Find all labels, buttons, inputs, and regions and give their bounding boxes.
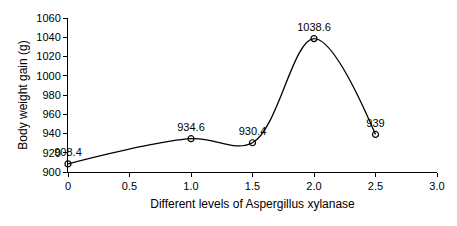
svg-text:1038.6: 1038.6 <box>297 21 331 33</box>
svg-text:980: 980 <box>42 89 60 101</box>
svg-text:1040: 1040 <box>36 31 60 43</box>
svg-text:1060: 1060 <box>36 12 60 24</box>
svg-text:1.5: 1.5 <box>245 180 260 192</box>
svg-text:0: 0 <box>65 180 71 192</box>
svg-text:1000: 1000 <box>36 70 60 82</box>
svg-text:900: 900 <box>42 166 60 178</box>
svg-text:960: 960 <box>42 108 60 120</box>
svg-text:920: 920 <box>42 147 60 159</box>
svg-text:2.0: 2.0 <box>306 180 321 192</box>
svg-text:1.0: 1.0 <box>183 180 198 192</box>
svg-text:1020: 1020 <box>36 50 60 62</box>
svg-text:939: 939 <box>366 117 384 129</box>
svg-text:930.4: 930.4 <box>239 125 267 137</box>
svg-text:3.0: 3.0 <box>429 180 444 192</box>
svg-text:940: 940 <box>42 127 60 139</box>
svg-text:0.5: 0.5 <box>122 180 137 192</box>
svg-text:934.6: 934.6 <box>177 121 205 133</box>
svg-text:Different levels of Aspergillu: Different levels of Aspergillus xylanase <box>150 197 355 211</box>
svg-text:Body weight gain (g): Body weight gain (g) <box>16 40 30 149</box>
svg-text:908.4: 908.4 <box>54 146 82 158</box>
svg-text:2.5: 2.5 <box>368 180 383 192</box>
